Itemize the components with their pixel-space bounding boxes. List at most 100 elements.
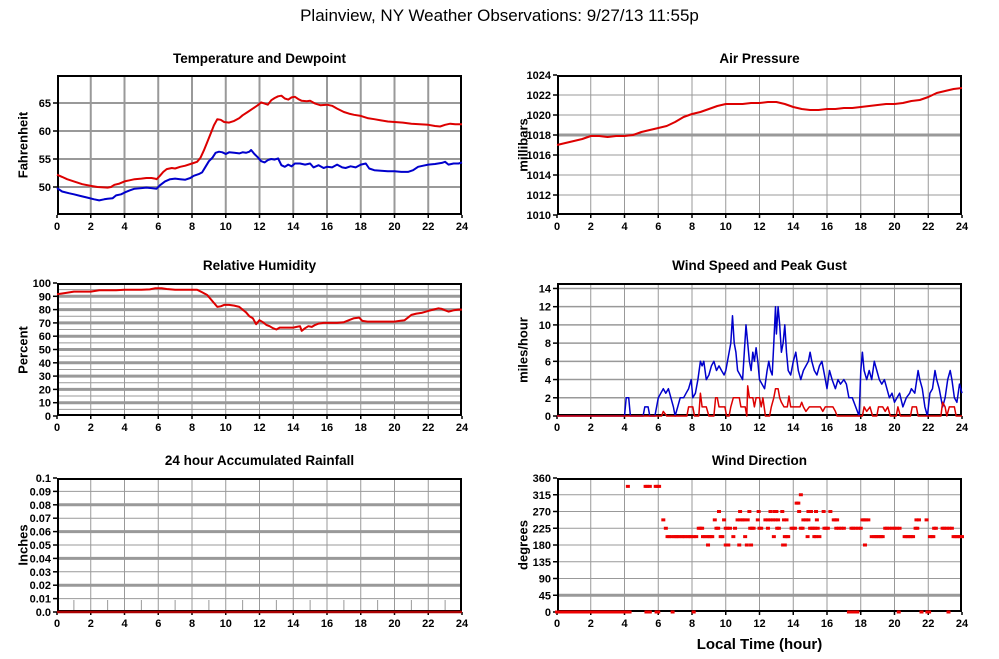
svg-text:0.07: 0.07 [30, 513, 51, 525]
svg-text:16: 16 [321, 221, 333, 233]
plot-border [557, 283, 962, 416]
x-axis-label-local-time: Local Time (hour) [696, 636, 823, 653]
series-temperature [56, 94, 462, 189]
svg-text:0.0: 0.0 [36, 607, 51, 619]
svg-text:12: 12 [253, 221, 265, 233]
svg-text:16: 16 [321, 618, 333, 630]
plot-border [57, 283, 462, 416]
gridlines [57, 75, 462, 215]
svg-text:14: 14 [787, 618, 800, 630]
gridlines [57, 478, 462, 612]
svg-text:6: 6 [655, 422, 661, 434]
svg-text:22: 22 [422, 422, 434, 434]
svg-text:16: 16 [821, 221, 833, 233]
svg-text:1014: 1014 [527, 170, 552, 182]
svg-text:1018: 1018 [527, 130, 551, 142]
svg-text:16: 16 [821, 618, 833, 630]
y-axis-label-percent: Percent [15, 326, 31, 374]
svg-text:1022: 1022 [527, 90, 551, 102]
svg-text:24: 24 [956, 221, 969, 233]
svg-text:180: 180 [533, 540, 551, 552]
svg-text:8: 8 [689, 618, 695, 630]
svg-text:12: 12 [539, 302, 551, 314]
axis-tick-labels: 0 2 4 6 8 10 12 14 16 18 20 22 240102030405060708090… [33, 278, 469, 434]
axis-tick-labels: 0 2 4 6 8 10 12 14 16 18 20 22 240459013518022527031… [533, 473, 969, 630]
svg-text:16: 16 [821, 422, 833, 434]
svg-text:360: 360 [533, 473, 551, 485]
svg-text:8: 8 [689, 422, 695, 434]
svg-text:0: 0 [545, 411, 551, 423]
svg-text:10: 10 [720, 618, 732, 630]
svg-text:70: 70 [39, 318, 51, 330]
svg-text:2: 2 [88, 422, 94, 434]
svg-text:20: 20 [39, 384, 51, 396]
svg-text:2: 2 [588, 221, 594, 233]
svg-text:22: 22 [422, 618, 434, 630]
svg-text:4: 4 [621, 221, 628, 233]
series-dewpoint [56, 149, 463, 202]
svg-text:135: 135 [533, 557, 551, 569]
svg-text:6: 6 [155, 618, 161, 630]
svg-text:1020: 1020 [527, 110, 551, 122]
svg-text:65: 65 [39, 98, 51, 110]
svg-text:14: 14 [287, 221, 300, 233]
svg-text:100: 100 [33, 278, 51, 290]
svg-text:270: 270 [533, 507, 551, 519]
chart-title-rainfall: 24 hour Accumulated Rainfall [164, 453, 355, 468]
svg-text:8: 8 [189, 422, 195, 434]
svg-text:0: 0 [54, 422, 60, 434]
svg-text:10: 10 [220, 422, 232, 434]
series-wind-speed [557, 385, 962, 417]
svg-text:1012: 1012 [527, 190, 551, 202]
y-axis-label-inches: Inches [15, 524, 31, 566]
series-peak-gust [557, 305, 963, 417]
svg-text:12: 12 [253, 618, 265, 630]
chart-title-temperature-dewpoint: Temperature and Dewpoint [172, 51, 347, 66]
relative-humidity-plot: 0 2 4 6 8 10 12 14 16 18 20 22 240102030405060708090… [33, 278, 469, 434]
svg-text:14: 14 [539, 283, 552, 295]
rainfall-plot: 0 2 4 6 8 10 12 14 16 18 20 22 240.00.010.020.030.04… [30, 473, 469, 630]
svg-text:10: 10 [720, 221, 732, 233]
svg-text:24: 24 [456, 221, 469, 233]
svg-text:1024: 1024 [527, 70, 552, 82]
svg-text:0.09: 0.09 [30, 486, 51, 498]
svg-text:0.03: 0.03 [30, 567, 51, 579]
svg-text:18: 18 [355, 221, 367, 233]
svg-text:22: 22 [422, 221, 434, 233]
chart-title-wind-speed-gust: Wind Speed and Peak Gust [672, 258, 847, 273]
svg-text:2: 2 [88, 618, 94, 630]
svg-text:6: 6 [655, 221, 661, 233]
svg-text:12: 12 [753, 221, 765, 233]
svg-text:2: 2 [545, 393, 551, 405]
axis-tick-labels: 0 2 4 6 8 10 12 14 16 18 20 22 240.00.010.020.030.04… [30, 473, 469, 630]
svg-text:0: 0 [54, 221, 60, 233]
series-pressure [556, 87, 963, 146]
chart-title-relative-humidity: Relative Humidity [202, 258, 317, 273]
svg-text:22: 22 [922, 618, 934, 630]
svg-text:8: 8 [545, 338, 551, 350]
plot-border [57, 75, 462, 215]
svg-text:10: 10 [539, 320, 551, 332]
svg-text:20: 20 [888, 422, 900, 434]
svg-text:24: 24 [956, 618, 969, 630]
svg-text:10: 10 [39, 398, 51, 410]
svg-text:90: 90 [539, 574, 551, 586]
chart-title-air-pressure: Air Pressure [719, 51, 800, 66]
svg-text:18: 18 [855, 221, 867, 233]
svg-text:80: 80 [39, 305, 51, 317]
svg-text:18: 18 [355, 422, 367, 434]
svg-text:0.02: 0.02 [30, 580, 51, 592]
svg-text:24: 24 [456, 618, 469, 630]
gridlines [557, 478, 962, 612]
svg-text:4: 4 [121, 221, 128, 233]
svg-text:12: 12 [753, 422, 765, 434]
svg-text:4: 4 [545, 375, 552, 387]
wind-direction-plot: 0 2 4 6 8 10 12 14 16 18 20 22 240459013518022527031… [533, 473, 969, 630]
y-axis-label-millibars: millibars [515, 118, 531, 172]
svg-text:8: 8 [689, 221, 695, 233]
svg-text:90: 90 [39, 291, 51, 303]
